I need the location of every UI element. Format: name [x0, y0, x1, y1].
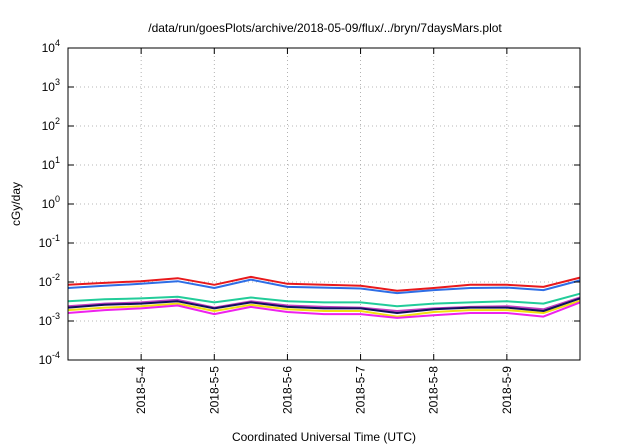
chart-title: /data/run/goesPlots/archive/2018-05-09/f…	[148, 21, 502, 35]
x-axis: 2018-5-4 2018-5-5 2018-5-6 2018-5-7 2018-5-8…	[134, 48, 514, 414]
y-tick-label: 103	[42, 77, 60, 94]
y-tick-label: 101	[42, 155, 60, 172]
series-line-6	[67, 299, 581, 318]
y-tick-label: 102	[42, 116, 60, 133]
grid-lines	[68, 48, 580, 360]
x-tick-label: 2018-5-5	[207, 366, 221, 414]
x-tick-label: 2018-5-4	[134, 366, 148, 414]
y-tick-label: 10-1	[39, 233, 60, 250]
y-tick-label: 10-2	[39, 272, 60, 289]
series-line-1	[67, 275, 581, 292]
y-tick-label: 100	[42, 194, 60, 211]
series-line-7	[67, 301, 581, 319]
series-line-2	[67, 278, 581, 295]
x-tick-label: 2018-5-9	[500, 366, 514, 414]
series-line-5	[67, 297, 581, 314]
series-line-3	[67, 292, 581, 308]
y-axis-label: cGy/day	[9, 182, 23, 226]
x-tick-label: 2018-5-7	[354, 366, 368, 414]
x-tick-label: 2018-5-8	[427, 366, 441, 414]
y-axis: 10-4 10-3 10-2 10-1 100 101 102 103 104	[39, 38, 580, 367]
series-line-4	[67, 296, 581, 312]
y-tick-label: 10-3	[39, 311, 60, 328]
x-axis-label: Coordinated Universal Time (UTC)	[232, 430, 416, 444]
series-layer	[67, 275, 581, 319]
x-tick-label: 2018-5-6	[280, 366, 294, 414]
y-tick-label: 104	[42, 38, 60, 55]
y-tick-label: 10-4	[39, 350, 60, 367]
